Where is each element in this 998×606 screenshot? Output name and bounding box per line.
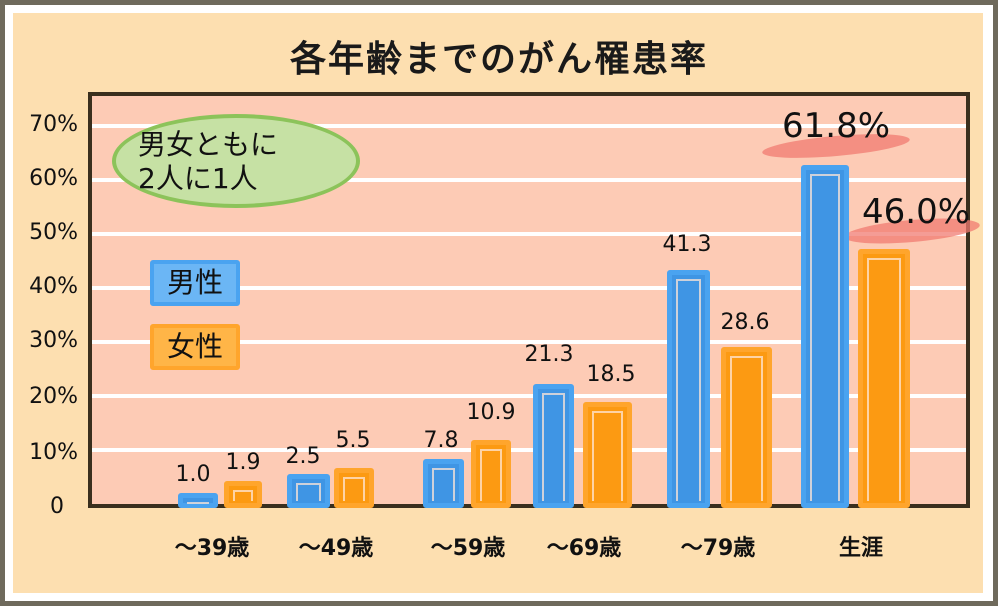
value-male-69: 21.3 [524,342,574,367]
gridline-50 [92,232,966,236]
bar-male-79 [667,270,710,508]
chart-title: 各年齢までのがん罹患率 [289,39,708,80]
gridline-40 [92,286,966,290]
callout-ellipse [112,114,360,208]
y-tick-70: 70% [29,112,78,137]
gridline-60 [92,178,966,182]
value-female-49: 5.5 [335,428,371,453]
callout-line-2: 2人に1人 [138,162,258,195]
legend-male: 男性 [150,260,240,306]
bar-female-59 [471,440,511,508]
bar-male-69 [533,384,574,508]
bar-female-lifetime [858,249,910,508]
y-tick-0: 0 [50,494,64,519]
gridline-20 [92,394,966,398]
value-female-39: 1.9 [225,450,261,475]
bar-female-69 [583,402,632,508]
callout-text: 男女ともに 2人に1人 [138,128,278,196]
y-tick-40: 40% [29,274,78,299]
y-tick-20: 20% [29,384,78,409]
bar-male-59 [423,459,464,508]
bar-female-79 [721,347,772,508]
x-label-lifetime: 生涯 [838,536,883,561]
gridline-10 [92,448,966,452]
y-tick-10: 10% [29,440,78,465]
y-tick-50: 50% [29,220,78,245]
bar-male-lifetime [801,165,849,508]
x-label-59: 〜59歳 [430,536,506,561]
x-label-49: 〜49歳 [298,536,374,561]
x-label-69: 〜69歳 [546,536,622,561]
bar-female-49 [334,468,374,508]
bar-male-39 [178,493,218,508]
gridline-30 [92,340,966,344]
value-male-59: 7.8 [423,428,459,453]
callout-line-1: 男女ともに [138,128,279,161]
gridline-70 [92,124,966,128]
value-female-59: 10.9 [466,400,516,425]
value-male-79: 41.3 [662,232,712,257]
x-label-79: 〜79歳 [680,536,756,561]
legend-female: 女性 [150,324,240,370]
value-male-lifetime: 61.8% [782,106,891,146]
bar-male-49 [287,474,330,508]
bar-female-39 [224,481,262,508]
y-tick-30: 30% [29,328,78,353]
value-female-79: 28.6 [720,310,770,335]
y-tick-60: 60% [29,166,78,191]
value-male-49: 2.5 [285,444,321,469]
value-male-39: 1.0 [175,462,211,487]
value-female-69: 18.5 [586,362,636,387]
value-female-lifetime: 46.0% [862,192,971,232]
x-label-39: 〜39歳 [174,536,250,561]
